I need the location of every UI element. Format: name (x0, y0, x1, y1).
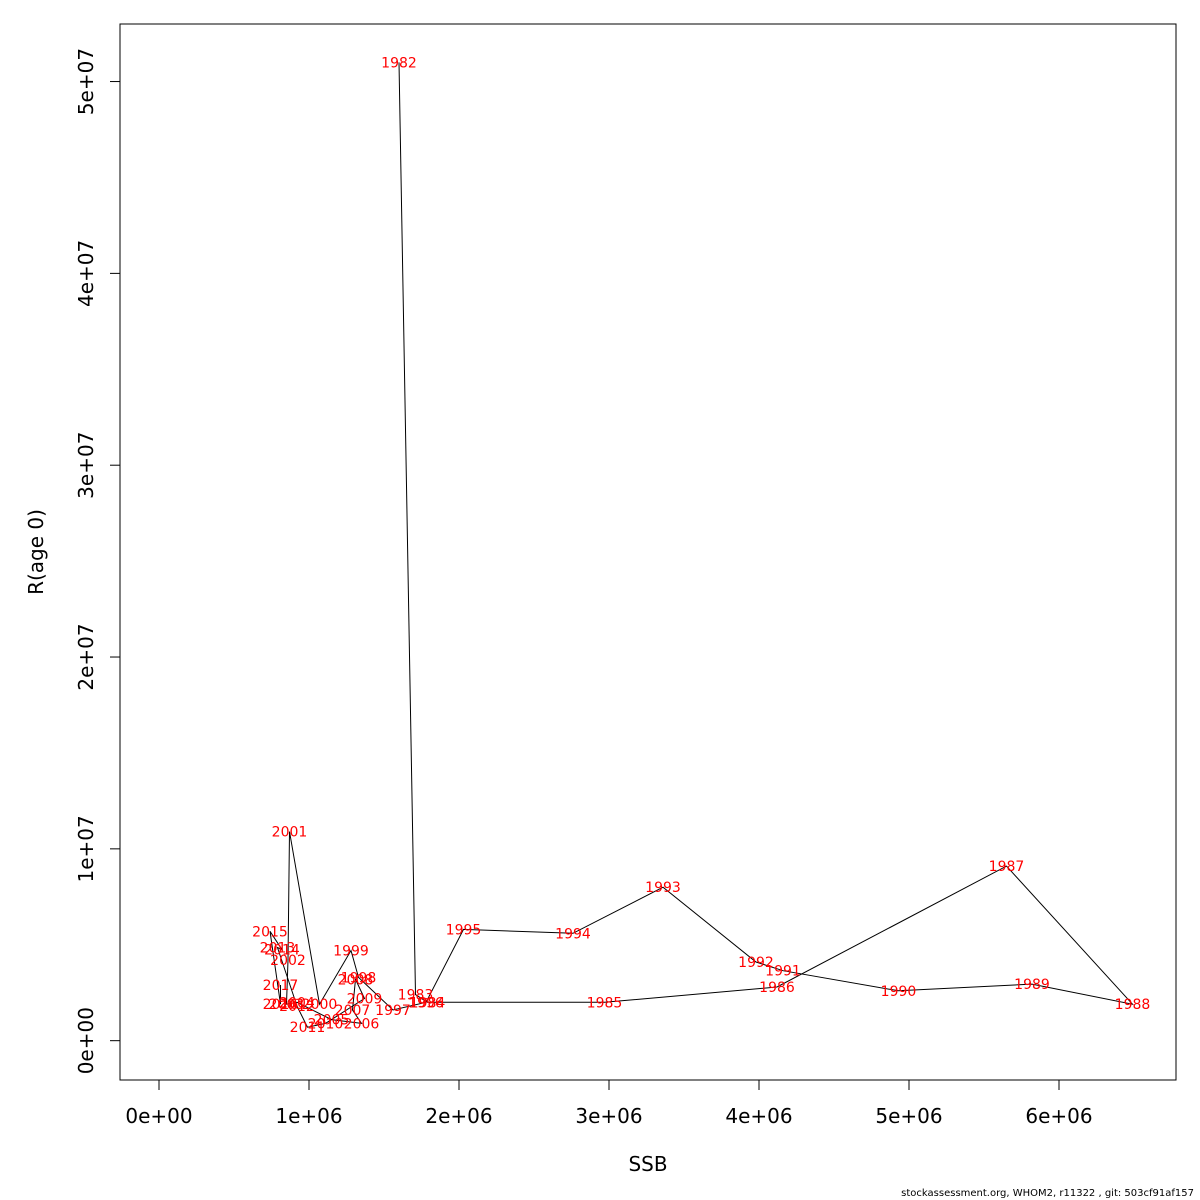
point-label-1986: 1986 (759, 980, 795, 996)
point-label-2017: 2017 (263, 978, 299, 994)
y-tick-label: 4e+07 (74, 240, 98, 307)
y-tick-label: 5e+07 (74, 48, 98, 115)
point-label-1985: 1985 (587, 995, 623, 1011)
point-label-2009: 2009 (347, 991, 383, 1007)
point-label-1990: 1990 (881, 984, 917, 1000)
point-label-2012: 2012 (279, 999, 315, 1015)
x-tick-label: 5e+06 (875, 1104, 942, 1128)
point-label-1983: 1983 (398, 988, 434, 1004)
x-axis: 0e+00 1e+06 2e+06 3e+06 4e+06 5e+06 6e+06 (125, 1079, 1093, 1128)
point-label-1998: 1998 (341, 970, 377, 986)
point-label-1988: 1988 (1115, 997, 1151, 1013)
x-tick-label: 4e+06 (725, 1104, 792, 1128)
point-label-2016: 2016 (263, 997, 299, 1013)
y-axis: 0e+00 1e+07 2e+07 3e+07 4e+07 5e+07 (74, 48, 121, 1074)
y-tick-label: 2e+07 (74, 623, 98, 690)
point-label-2008: 2008 (338, 972, 374, 988)
point-label-1994: 1994 (555, 926, 591, 942)
point-label-1987: 1987 (989, 859, 1025, 875)
point-label-1995: 1995 (446, 922, 482, 938)
footer-credit: stockassessment.org, WHOM2, r11322 , git… (901, 1188, 1194, 1199)
y-tick-label: 0e+00 (74, 1007, 98, 1074)
point-label-1993: 1993 (645, 880, 681, 896)
point-label-2011: 2011 (290, 1020, 326, 1036)
x-tick-label: 3e+06 (575, 1104, 642, 1128)
point-label-2000: 2000 (302, 997, 338, 1013)
point-label-2005: 2005 (314, 1013, 350, 1029)
point-label-2014: 2014 (264, 943, 300, 959)
point-label-1989: 1989 (1014, 977, 1050, 993)
point-label-1996: 1996 (408, 995, 444, 1011)
series-line (269, 62, 1134, 1028)
point-label-1984: 1984 (410, 995, 446, 1011)
point-label-2010: 2010 (308, 1016, 344, 1032)
point-label-2006: 2006 (344, 1016, 380, 1032)
point-label-1999: 1999 (333, 944, 369, 960)
point-label-2003: 2003 (269, 997, 305, 1013)
point-label-1982: 1982 (381, 55, 417, 71)
point-label-2001: 2001 (272, 825, 308, 841)
point-label-1991: 1991 (765, 964, 801, 980)
plot-frame (119, 23, 1177, 1081)
point-label-1997: 1997 (375, 1003, 411, 1019)
x-tick-label: 2e+06 (425, 1104, 492, 1128)
x-tick-label: 0e+00 (125, 1104, 192, 1128)
y-tick-label: 1e+07 (74, 815, 98, 882)
x-tick-label: 6e+06 (1025, 1104, 1092, 1128)
x-tick-label: 1e+06 (275, 1104, 342, 1128)
point-label-2004: 2004 (279, 995, 315, 1011)
y-tick-label: 3e+07 (74, 432, 98, 499)
point-label-2013: 2013 (260, 941, 296, 957)
x-axis-title: SSB (628, 1152, 667, 1176)
point-label-2015: 2015 (252, 924, 288, 940)
point-label-2002: 2002 (270, 953, 306, 969)
point-label-2007: 2007 (335, 1003, 371, 1019)
y-axis-title: R(age 0) (24, 509, 48, 595)
point-label-1992: 1992 (738, 955, 774, 971)
